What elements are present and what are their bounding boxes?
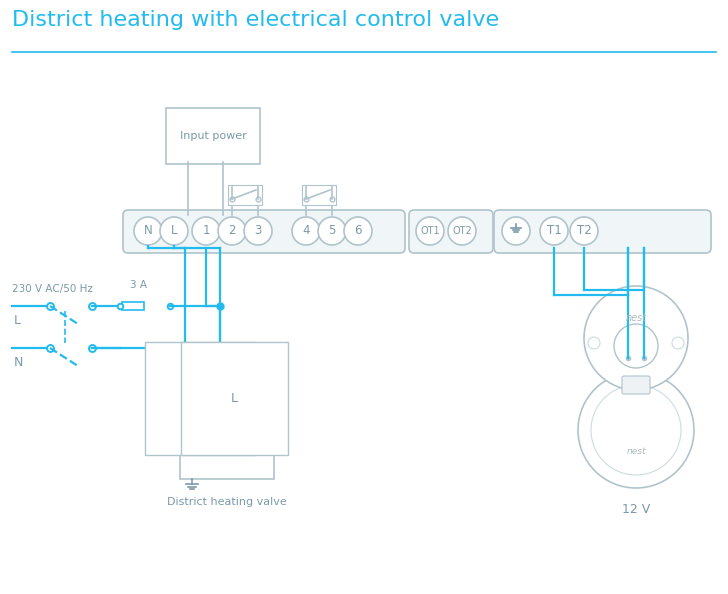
Circle shape xyxy=(584,286,688,390)
Text: L: L xyxy=(171,225,177,238)
Circle shape xyxy=(578,372,694,488)
Text: 3: 3 xyxy=(254,225,261,238)
Text: nest: nest xyxy=(626,447,646,457)
Text: OT2: OT2 xyxy=(452,226,472,236)
FancyBboxPatch shape xyxy=(622,376,650,394)
Circle shape xyxy=(448,217,476,245)
Circle shape xyxy=(672,337,684,349)
Text: N: N xyxy=(195,391,205,405)
FancyBboxPatch shape xyxy=(409,210,493,253)
Circle shape xyxy=(614,324,658,368)
Circle shape xyxy=(502,217,530,245)
Text: 4: 4 xyxy=(302,225,309,238)
Circle shape xyxy=(588,337,600,349)
Text: N: N xyxy=(143,225,152,238)
Text: 5: 5 xyxy=(328,225,336,238)
Text: 2: 2 xyxy=(229,225,236,238)
Circle shape xyxy=(218,217,246,245)
Text: District heating with electrical control valve: District heating with electrical control… xyxy=(12,10,499,30)
FancyBboxPatch shape xyxy=(494,210,711,253)
Text: 1: 1 xyxy=(202,225,210,238)
Text: L: L xyxy=(231,391,237,405)
Circle shape xyxy=(192,217,220,245)
Text: T1: T1 xyxy=(547,225,561,238)
Circle shape xyxy=(540,217,568,245)
Text: OT1: OT1 xyxy=(420,226,440,236)
Circle shape xyxy=(591,385,681,475)
Text: District heating valve: District heating valve xyxy=(167,497,287,507)
Text: L: L xyxy=(14,314,21,327)
Circle shape xyxy=(344,217,372,245)
Circle shape xyxy=(318,217,346,245)
Circle shape xyxy=(160,217,188,245)
Circle shape xyxy=(244,217,272,245)
Text: T2: T2 xyxy=(577,225,591,238)
Circle shape xyxy=(292,217,320,245)
Text: nest: nest xyxy=(625,313,646,323)
FancyBboxPatch shape xyxy=(180,380,274,479)
Text: N: N xyxy=(14,356,23,369)
Text: Input power: Input power xyxy=(180,131,246,141)
Text: 230 V AC/50 Hz: 230 V AC/50 Hz xyxy=(12,284,93,294)
Circle shape xyxy=(570,217,598,245)
FancyBboxPatch shape xyxy=(166,108,260,164)
Text: 12 V: 12 V xyxy=(622,503,650,516)
FancyBboxPatch shape xyxy=(123,210,405,253)
Text: 6: 6 xyxy=(355,225,362,238)
Circle shape xyxy=(134,217,162,245)
Text: 3 A: 3 A xyxy=(130,280,147,290)
Circle shape xyxy=(416,217,444,245)
FancyBboxPatch shape xyxy=(122,302,144,310)
